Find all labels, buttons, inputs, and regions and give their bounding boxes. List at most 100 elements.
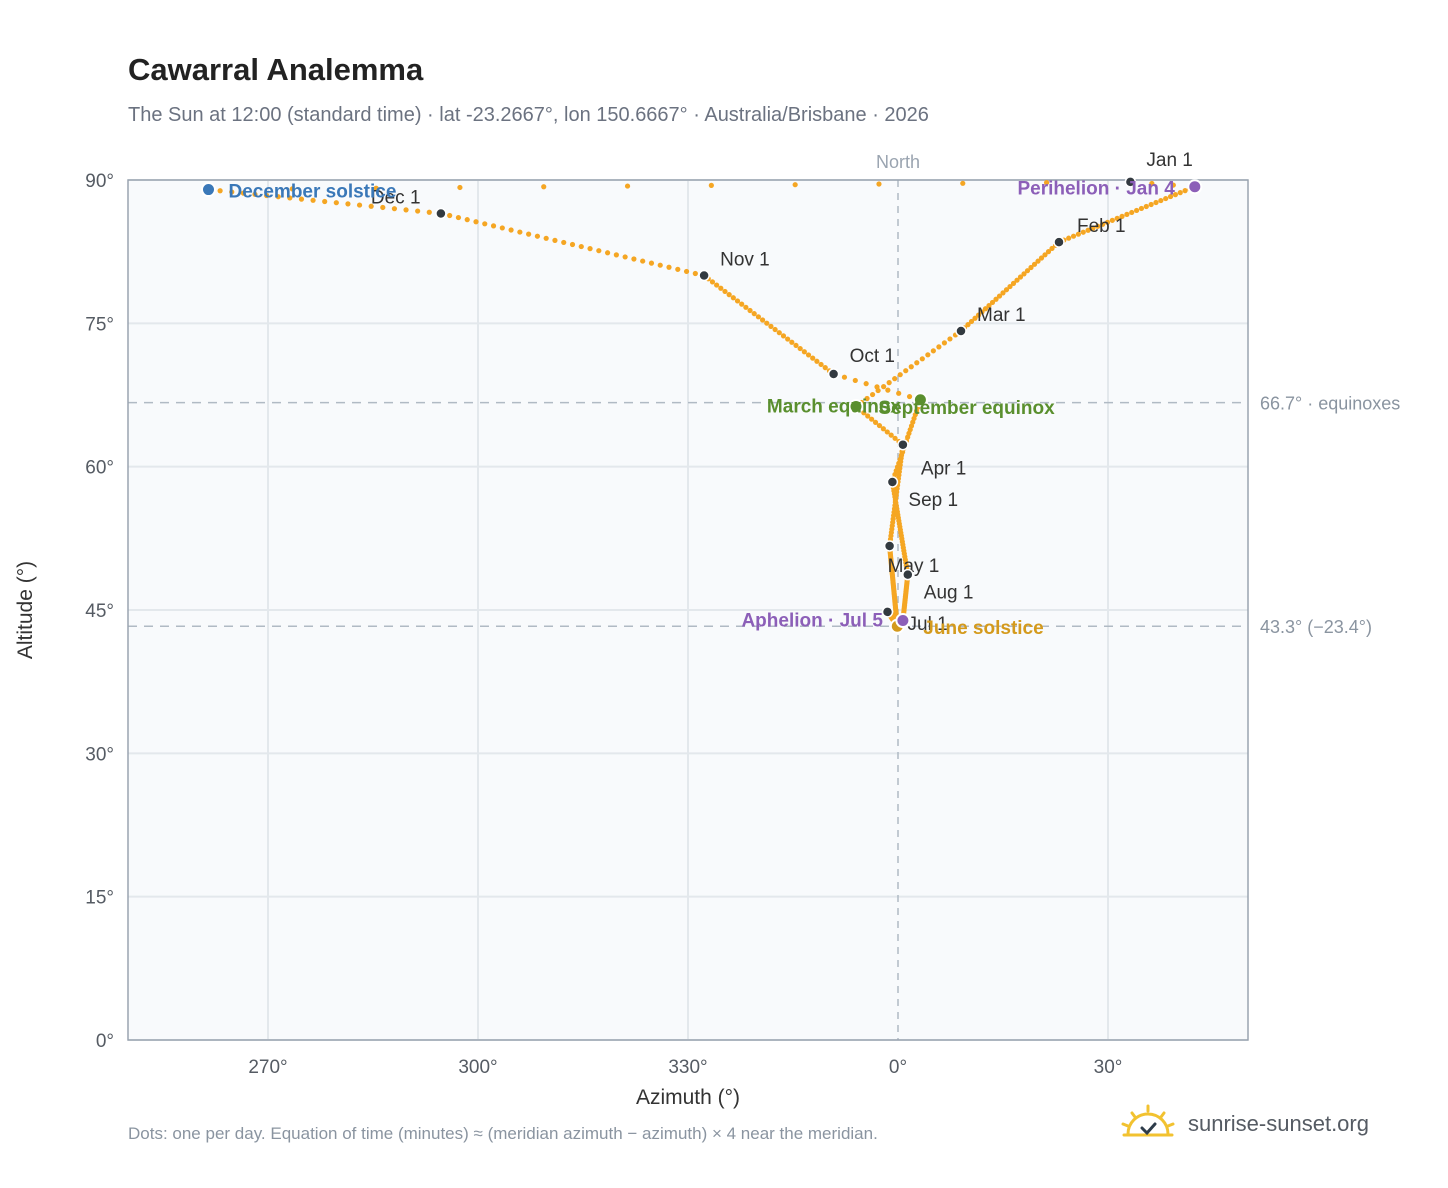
daily-dot: [730, 295, 736, 301]
daily-dot: [499, 225, 505, 231]
daily-dot: [708, 182, 714, 188]
event-marker: [895, 613, 911, 629]
daily-dot: [1010, 280, 1017, 286]
daily-dot: [996, 293, 1003, 299]
sun-logo-icon: [1121, 1104, 1175, 1137]
month-marker: [1053, 236, 1065, 248]
daily-dot: [1075, 231, 1081, 237]
daily-dot: [734, 298, 741, 304]
daily-dot: [801, 349, 807, 355]
month-label: Sep 1: [908, 490, 958, 511]
daily-dot: [648, 260, 655, 266]
x-tick-label: 30°: [1094, 1057, 1123, 1078]
month-label: Dec 1: [371, 187, 421, 208]
daily-dot: [683, 268, 690, 275]
reference-line-label: 43.3° (−23.4°): [1260, 617, 1372, 637]
daily-dot: [960, 180, 966, 186]
daily-dot: [872, 419, 879, 425]
daily-dot: [755, 314, 762, 320]
daily-dot: [552, 237, 558, 243]
daily-dot: [1049, 245, 1055, 252]
y-tick-label: 0°: [96, 1031, 114, 1052]
daily-dot: [368, 203, 374, 209]
daily-dot: [884, 429, 890, 435]
daily-dot: [759, 317, 766, 323]
month-marker: [435, 207, 447, 220]
daily-dot: [252, 191, 258, 197]
event-label: June solstice: [923, 618, 1043, 639]
daily-dot: [792, 182, 798, 188]
daily-dot: [780, 333, 787, 339]
daily-dot: [1024, 268, 1031, 274]
meridian-label: North: [876, 152, 920, 172]
y-tick-label: 45°: [85, 601, 114, 622]
daily-dot: [322, 198, 328, 205]
daily-dot: [391, 206, 398, 212]
daily-dot: [1149, 180, 1155, 187]
daily-dot: [482, 221, 488, 227]
daily-dot: [692, 270, 698, 277]
daily-dot: [217, 188, 223, 194]
reference-line-label: 66.7° · equinoxes: [1260, 394, 1400, 414]
daily-dot: [457, 184, 463, 191]
daily-dot: [1021, 271, 1027, 277]
daily-dot: [345, 201, 351, 207]
daily-dot: [751, 311, 757, 317]
event-marker: [1187, 179, 1203, 195]
daily-dot: [764, 320, 770, 326]
daily-dot: [415, 208, 421, 214]
daily-dot: [596, 248, 602, 254]
daily-dot: [426, 209, 432, 215]
daily-dot: [1070, 233, 1077, 239]
daily-dot: [810, 355, 816, 361]
daily-dot: [869, 391, 876, 398]
daily-dot: [881, 384, 887, 390]
daily-dot: [1007, 283, 1013, 290]
daily-dot: [517, 229, 523, 235]
daily-dot: [968, 318, 975, 325]
daily-dot: [1138, 205, 1145, 212]
daily-dot: [264, 192, 270, 199]
daily-dot: [333, 200, 339, 206]
daily-dot: [947, 336, 953, 342]
daily-dot: [613, 252, 619, 258]
y-tick-label: 75°: [85, 314, 114, 335]
daily-dot: [1066, 235, 1072, 241]
daily-dot: [841, 374, 848, 380]
chart-subtitle: The Sun at 12:00 (standard time) · lat -…: [128, 104, 929, 126]
daily-dot: [240, 190, 246, 196]
event-marker: [912, 392, 928, 408]
daily-dot: [490, 223, 497, 229]
daily-dot: [743, 304, 749, 310]
y-axis-title: Altitude (°): [14, 561, 37, 659]
daily-dot: [972, 315, 978, 321]
daily-dot: [768, 323, 774, 329]
daily-dot: [986, 302, 992, 309]
daily-dot: [275, 194, 281, 200]
daily-dot: [874, 384, 880, 390]
daily-dot: [936, 344, 942, 350]
event-label: September equinox: [878, 398, 1055, 419]
daily-dot: [508, 227, 514, 233]
daily-dot: [776, 330, 782, 336]
daily-dot: [1100, 221, 1106, 227]
daily-dot: [979, 309, 985, 315]
daily-dot: [897, 372, 903, 378]
daily-dot: [718, 285, 724, 291]
daily-dot: [543, 235, 549, 241]
daily-dot: [1080, 229, 1086, 235]
daily-dot: [561, 239, 567, 246]
event-marker: [848, 398, 864, 414]
daily-dot: [965, 322, 971, 328]
daily-dot: [1085, 227, 1091, 233]
daily-dot: [876, 422, 883, 429]
brand[interactable]: sunrise-sunset.org: [1120, 1102, 1369, 1146]
daily-dot: [464, 217, 470, 223]
daily-dot: [886, 380, 892, 386]
month-marker: [827, 368, 840, 380]
daily-dot: [1028, 264, 1034, 271]
month-label: Jul 1: [908, 614, 948, 635]
daily-dot: [805, 352, 812, 358]
daily-dot: [772, 326, 778, 333]
daily-dot: [1124, 211, 1130, 217]
